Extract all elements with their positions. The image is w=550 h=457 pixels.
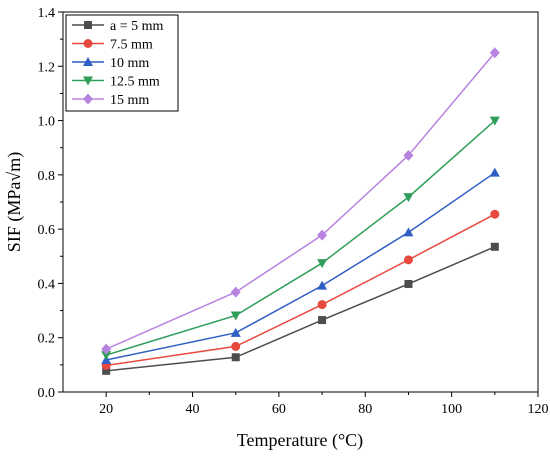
x-tick-label: 20 — [99, 402, 113, 417]
data-point-triangle-down-marker — [403, 193, 414, 203]
data-point-circle-marker — [403, 255, 413, 265]
data-point-square-marker — [404, 279, 413, 288]
legend-label: a = 5 mm — [110, 19, 163, 34]
legend-item: 15 mm — [72, 93, 149, 108]
y-tick-label: 1.4 — [38, 6, 56, 21]
data-point-diamond-marker — [317, 229, 328, 241]
legend-label: 15 mm — [110, 93, 149, 108]
x-tick-label: 100 — [441, 402, 462, 417]
y-tick-label: 1.2 — [38, 60, 56, 75]
legend-item: a = 5 mm — [72, 19, 163, 34]
legend: a = 5 mm 7.5 mm 10 mm 12.5 mm 15 mm — [65, 14, 179, 112]
y-tick-label: 0.8 — [38, 169, 56, 184]
data-point-circle-marker — [83, 39, 93, 48]
data-point-triangle-up-marker — [83, 57, 93, 66]
y-tick-label: 0.0 — [38, 386, 56, 401]
data-point-triangle-down-marker — [230, 311, 241, 321]
legend-label: 10 mm — [110, 56, 149, 71]
legend-box — [65, 14, 179, 112]
data-point-circle-marker — [231, 341, 241, 351]
series-3 — [101, 116, 500, 361]
legend-label: 12.5 mm — [110, 75, 160, 90]
legend-item: 7.5 mm — [72, 38, 153, 53]
data-point-diamond-marker — [230, 286, 241, 298]
x-tick-label: 80 — [358, 402, 372, 417]
series-layer — [101, 47, 500, 375]
legend-item: 10 mm — [72, 56, 149, 71]
y-tick-label: 1.0 — [38, 115, 56, 130]
data-point-triangle-up-marker — [317, 280, 328, 290]
data-point-triangle-down-marker — [489, 116, 500, 126]
series-1 — [101, 209, 500, 370]
data-point-diamond-marker — [489, 47, 500, 59]
y-axis-title: SIF (MPa√m) — [4, 152, 25, 252]
data-point-diamond-marker — [101, 343, 112, 355]
series-line — [106, 213, 496, 367]
x-tick-label: 120 — [528, 402, 549, 417]
series-line — [106, 246, 496, 372]
y-tick-label: 0.6 — [38, 223, 56, 238]
series-4 — [101, 47, 500, 355]
y-tick-label: 0.2 — [38, 332, 56, 347]
data-point-square-marker — [490, 242, 499, 251]
legend-label: 7.5 mm — [110, 38, 153, 53]
series-2 — [101, 167, 500, 364]
data-point-diamond-marker — [83, 93, 93, 105]
x-axis-title: Temperature (°C) — [237, 430, 363, 451]
data-point-triangle-down-marker — [83, 76, 93, 86]
legend-item: 12.5 mm — [72, 75, 160, 90]
data-point-square-marker — [318, 316, 327, 325]
y-tick-label: 0.4 — [38, 277, 56, 292]
data-point-triangle-up-marker — [489, 167, 500, 177]
series-line — [106, 172, 496, 361]
data-point-triangle-down-marker — [317, 259, 328, 269]
data-point-square-marker — [84, 21, 92, 29]
data-point-circle-marker — [490, 209, 500, 219]
data-point-triangle-down-marker — [101, 351, 112, 361]
x-tick-label: 60 — [272, 402, 286, 417]
x-axis-ticks: 20 40 60 80 100 120 — [99, 392, 549, 417]
series-line — [105, 120, 496, 356]
x-tick-label: 40 — [186, 402, 200, 417]
data-point-diamond-marker — [403, 149, 414, 161]
y-axis-ticks: 0.0 0.2 0.4 0.6 0.8 1.0 1.2 1.4 — [38, 6, 63, 401]
data-point-circle-marker — [317, 300, 327, 310]
data-point-triangle-up-marker — [230, 327, 241, 337]
data-point-triangle-up-marker — [403, 227, 414, 237]
series-0 — [102, 242, 499, 375]
data-point-square-marker — [231, 353, 240, 362]
data-point-square-marker — [102, 366, 111, 375]
